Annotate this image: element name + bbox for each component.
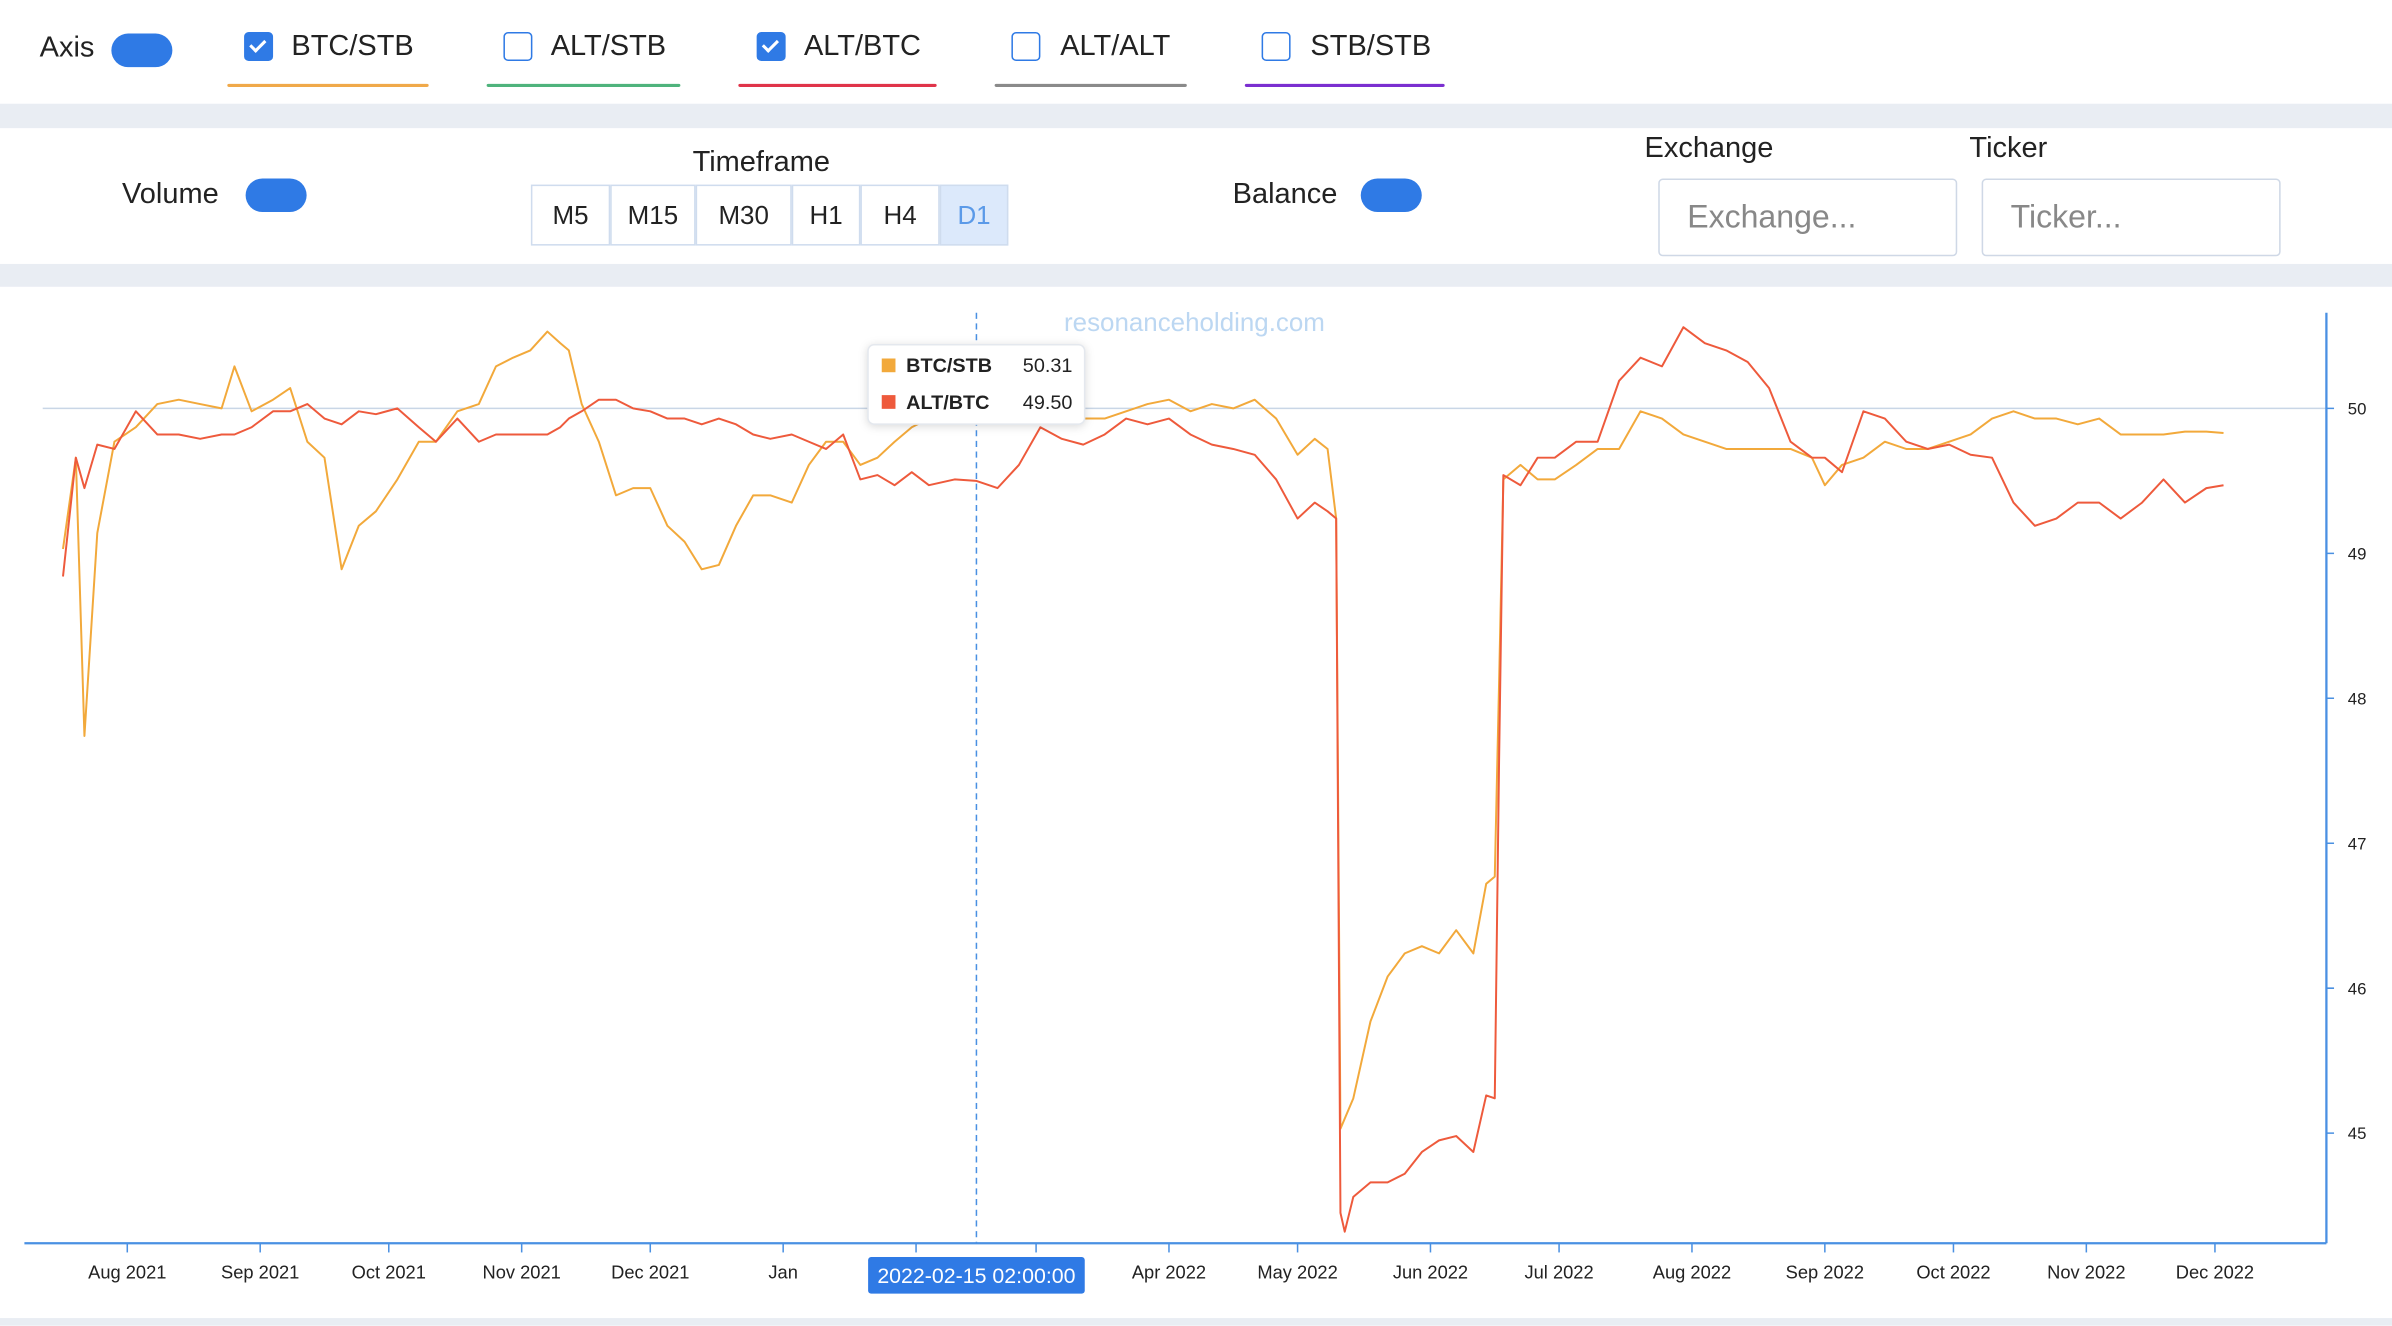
series-line [62, 330, 2224, 1130]
pair-underline [738, 83, 937, 87]
x-tick-label: Jun 2022 [1393, 1261, 1468, 1282]
y-tick-label: 45 [2348, 1124, 2367, 1143]
pair-underline [994, 83, 1187, 87]
pair-label[interactable]: BTC/STB [291, 30, 414, 63]
x-tick-label: May 2022 [1257, 1261, 1337, 1282]
tooltip-swatch [881, 358, 896, 373]
series-line [62, 326, 2224, 1233]
ticker-input[interactable]: Ticker... [1981, 178, 2281, 257]
x-tick-label: Sep 2021 [221, 1261, 299, 1282]
tooltip-swatch [881, 395, 896, 409]
tooltip-name: ALT/BTC [906, 392, 989, 414]
toggle[interactable] [245, 178, 307, 213]
timeframe-button[interactable]: M5 [530, 184, 611, 246]
chart: resonanceholding.com 45 46 47 48 49 50 Aug 2021… [24, 309, 2367, 1294]
pair-label[interactable]: STB/STB [1310, 30, 1432, 63]
y-tick-label: 48 [2348, 689, 2367, 708]
exchange-input[interactable]: Exchange... [1658, 178, 1958, 257]
timeframe-button[interactable]: M30 [695, 184, 792, 246]
balance-label: Balance [1232, 178, 1338, 211]
checkbox[interactable] [1261, 32, 1291, 62]
tooltip-name: BTC/STB [906, 355, 992, 377]
checkbox[interactable] [756, 32, 786, 62]
timeframe-button[interactable]: H1 [791, 184, 861, 246]
timeframe-button[interactable]: H4 [860, 184, 940, 246]
tooltip-value: 50.31 [1023, 355, 1073, 377]
x-tick-label: Nov 2022 [2047, 1261, 2125, 1282]
pair-underline [227, 83, 429, 87]
timeframe-button[interactable]: D1 [939, 184, 1009, 246]
crosshair-label: 2022-02-15 02:00:00 [877, 1264, 1075, 1288]
pair-label[interactable]: ALT/STB [550, 30, 667, 63]
checkbox[interactable] [244, 32, 274, 62]
pair-label[interactable]: ALT/BTC [803, 30, 921, 63]
x-tick-label: Oct 2021 [352, 1261, 426, 1282]
toggle[interactable] [111, 33, 173, 68]
pair-label[interactable]: ALT/ALT [1060, 30, 1171, 63]
volume-label: Volume [122, 178, 219, 211]
x-tick-label: Aug 2021 [88, 1261, 166, 1282]
settings-bar: Volume Timeframe M5 M15 M30 H1 H4 D1 Balance Exch… [0, 128, 2392, 264]
watermark: resonanceholding.com [1064, 309, 1325, 337]
x-tick-label: Oct 2022 [1916, 1261, 1990, 1282]
x-tick-label: Sep 2022 [1786, 1261, 1864, 1282]
exchange-label: Exchange [1644, 132, 1774, 165]
x-tick-label: Apr 2022 [1132, 1261, 1206, 1282]
y-tick-label: 47 [2348, 834, 2367, 853]
x-tick-label: Dec 2022 [2176, 1261, 2254, 1282]
y-tick-label: 49 [2348, 544, 2367, 563]
axis-label: Axis [39, 32, 95, 65]
tooltip-value: 49.50 [1023, 392, 1073, 414]
toggle[interactable] [1360, 178, 1422, 213]
x-tick-label: Jan [768, 1261, 798, 1282]
y-tick-label: 50 [2348, 399, 2367, 418]
timeframe-button[interactable]: M15 [610, 184, 696, 246]
timeframe-label: Timeframe [692, 146, 831, 179]
x-tick-label: Nov 2021 [483, 1261, 561, 1282]
pair-underline [1244, 83, 1445, 87]
y-tick-label: 46 [2348, 979, 2367, 998]
chart-panel: resonanceholding.com 45 46 47 48 49 50 Aug 2021… [0, 286, 2392, 1319]
checkbox[interactable] [1011, 32, 1041, 62]
ticker-label: Ticker [1969, 132, 2048, 165]
pair-bar: Axis BTC/STB ALT/STB ALT/BTC ALT/ALT STB/STB [0, 0, 2392, 104]
x-tick-label: Dec 2021 [611, 1261, 689, 1282]
crosshair-label-bg [868, 1257, 1085, 1294]
x-tick-label: Jul 2022 [1524, 1261, 1593, 1282]
pair-underline [486, 83, 681, 87]
tooltip [867, 344, 1086, 425]
x-tick-label: Aug 2022 [1653, 1261, 1731, 1282]
checkbox[interactable] [503, 32, 533, 62]
